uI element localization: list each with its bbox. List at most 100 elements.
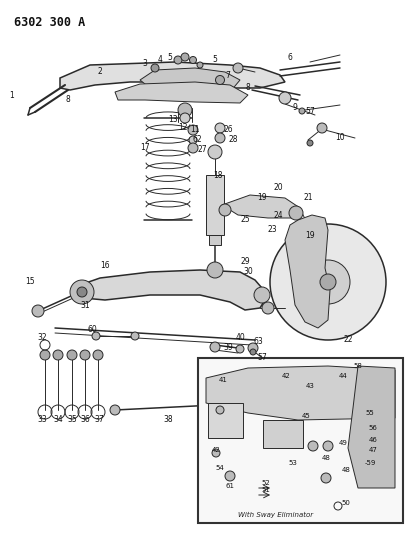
Text: 21: 21 [303,193,313,203]
Text: 4: 4 [157,55,162,64]
Text: 56: 56 [368,425,377,431]
Polygon shape [60,62,285,90]
Text: 37: 37 [94,416,104,424]
Text: 42: 42 [212,447,220,453]
Circle shape [189,136,197,144]
Text: 48: 48 [341,467,350,473]
Text: 8: 8 [246,84,251,93]
Text: 25: 25 [240,215,250,224]
Circle shape [53,350,63,360]
Text: 31: 31 [80,301,90,310]
Text: 32: 32 [37,334,47,343]
Circle shape [212,449,220,457]
Text: 3: 3 [142,60,147,69]
Circle shape [215,133,225,143]
Polygon shape [222,195,300,218]
Text: 51: 51 [262,487,271,493]
Bar [198,358,403,523]
Text: 6: 6 [288,53,293,62]
Text: 36: 36 [80,416,90,424]
Text: 42: 42 [282,373,290,379]
Circle shape [210,342,220,352]
Text: 46: 46 [368,437,377,443]
Circle shape [32,305,44,317]
Circle shape [215,123,225,133]
Text: 20: 20 [273,183,283,192]
Text: With Sway Eliminator: With Sway Eliminator [238,512,313,518]
Bar [208,403,243,438]
Circle shape [308,441,318,451]
Circle shape [40,350,50,360]
Circle shape [208,145,222,159]
Circle shape [248,343,258,353]
Bar [263,420,303,448]
Polygon shape [206,366,395,420]
Circle shape [262,302,274,314]
Circle shape [207,262,223,278]
Circle shape [131,332,139,340]
Circle shape [225,471,235,481]
Circle shape [178,103,192,117]
Text: 41: 41 [219,377,227,383]
Polygon shape [80,270,268,310]
Polygon shape [140,68,240,95]
Text: 57: 57 [257,353,267,362]
Text: 62: 62 [192,135,202,144]
Text: 9: 9 [293,103,297,112]
Circle shape [317,123,327,133]
Text: 28: 28 [228,135,238,144]
Circle shape [151,64,159,72]
Circle shape [80,350,90,360]
Text: 57: 57 [305,108,315,117]
Circle shape [216,406,224,414]
Text: 43: 43 [306,383,315,389]
Circle shape [93,350,103,360]
Text: 50: 50 [341,500,350,506]
Text: 40: 40 [235,334,245,343]
Text: -59: -59 [364,460,376,466]
Text: 24: 24 [273,211,283,220]
Circle shape [254,287,270,303]
Text: 34: 34 [53,416,63,424]
Text: 61: 61 [226,483,235,489]
Text: 6302 300 A: 6302 300 A [14,16,85,29]
Text: 35: 35 [67,416,77,424]
Circle shape [289,206,303,220]
Text: 58: 58 [354,363,362,369]
Text: 52: 52 [262,480,271,486]
Circle shape [219,204,231,216]
Text: 17: 17 [140,143,150,152]
Text: 8: 8 [66,95,70,104]
Text: 45: 45 [302,413,310,419]
Text: 5: 5 [168,52,173,61]
Circle shape [110,405,120,415]
Circle shape [174,56,182,64]
Circle shape [92,332,100,340]
Circle shape [307,140,313,146]
Circle shape [77,287,87,297]
Text: 48: 48 [322,455,330,461]
Circle shape [70,280,94,304]
Text: 27: 27 [197,146,207,155]
Circle shape [180,113,190,123]
Text: 12: 12 [178,124,188,133]
Text: 1: 1 [10,91,14,100]
Text: 49: 49 [339,440,348,446]
Circle shape [236,345,244,353]
Text: 19: 19 [305,230,315,239]
Text: 55: 55 [366,410,375,416]
Circle shape [270,224,386,340]
Text: 11: 11 [190,125,200,134]
Text: 63: 63 [253,337,263,346]
Text: 53: 53 [288,460,297,466]
Circle shape [197,62,203,68]
Circle shape [188,143,198,153]
Circle shape [320,274,336,290]
Text: 33: 33 [37,416,47,424]
Circle shape [279,92,291,104]
Bar [209,235,221,245]
Circle shape [233,63,243,73]
Text: 26: 26 [223,125,233,134]
Circle shape [299,108,305,114]
Text: 18: 18 [213,171,223,180]
